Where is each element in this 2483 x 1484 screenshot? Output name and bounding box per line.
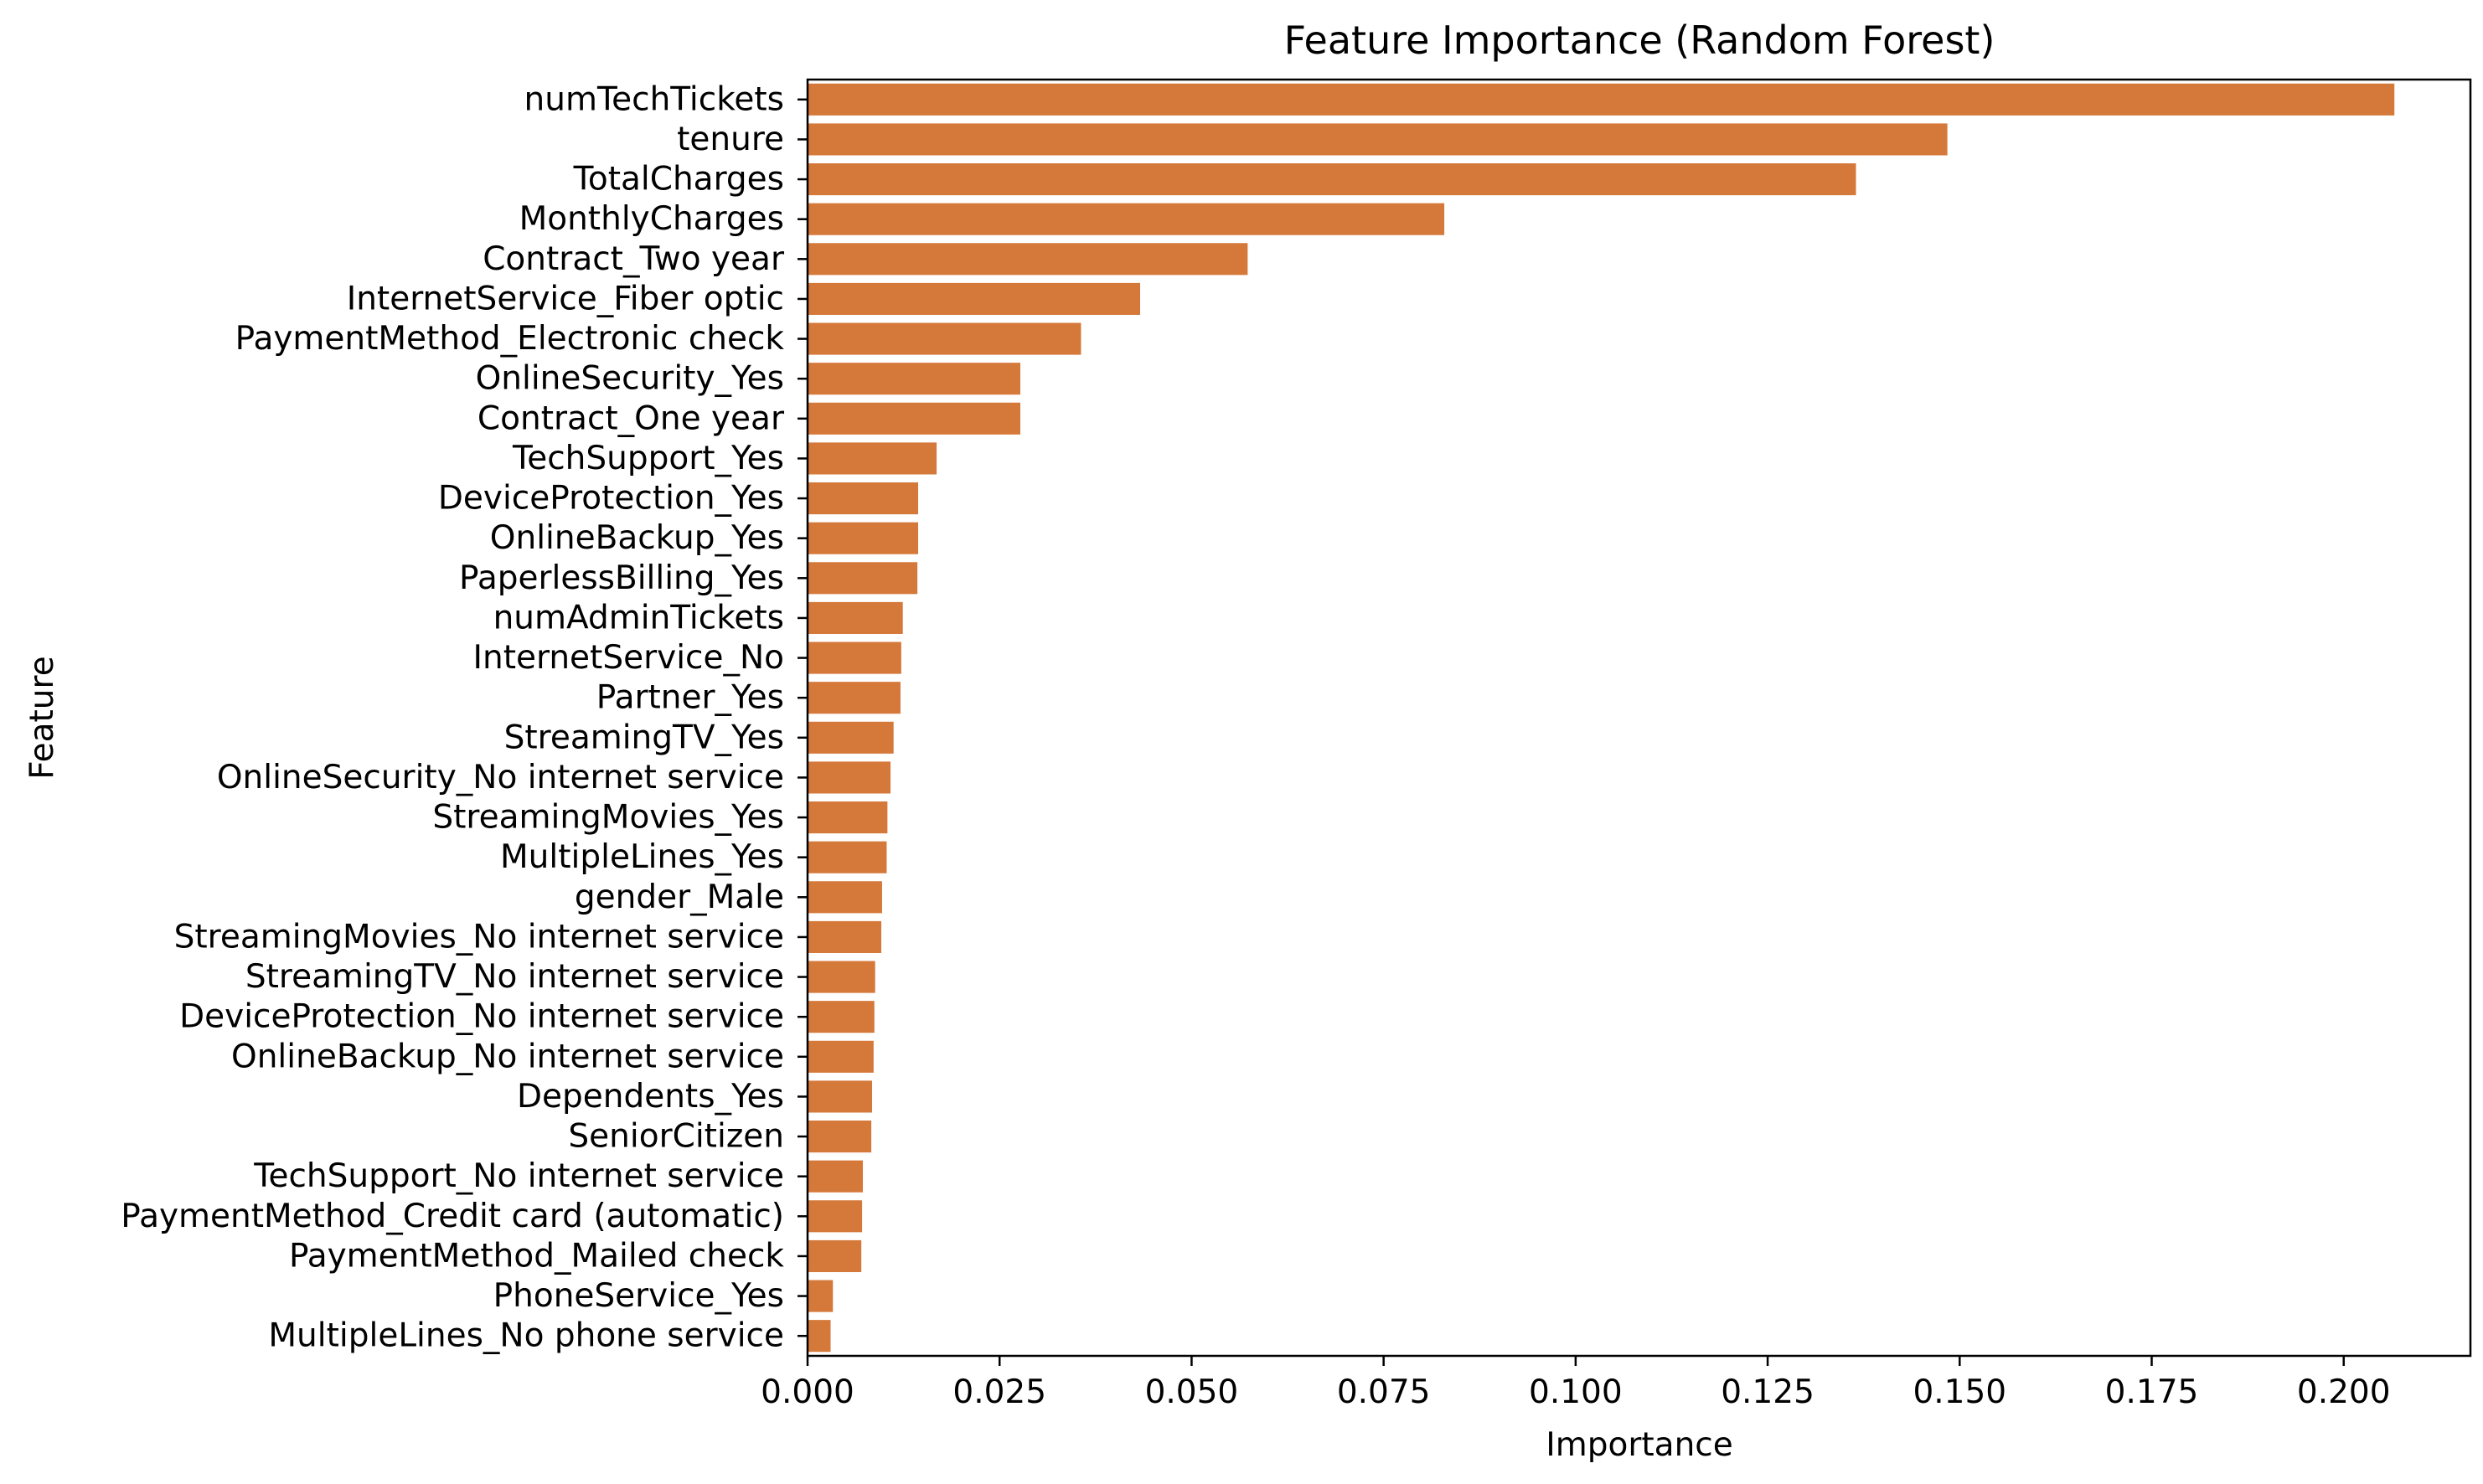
y-tick-labels: numTechTicketstenureTotalChargesMonthlyC…	[121, 80, 808, 1355]
y-tick-label: MonthlyCharges	[519, 200, 784, 238]
bar	[808, 881, 882, 914]
bar	[808, 1001, 875, 1033]
bar	[808, 682, 901, 714]
x-tick-label: 0.100	[1529, 1373, 1623, 1411]
y-tick-label: DeviceProtection_Yes	[438, 480, 784, 518]
bar	[808, 163, 1856, 196]
bar	[808, 1160, 864, 1193]
bar	[808, 1280, 834, 1312]
y-tick-label: TechSupport_Yes	[512, 440, 784, 477]
bar	[808, 442, 937, 475]
bar	[808, 562, 918, 595]
bar	[808, 1239, 862, 1272]
y-tick-label: PaperlessBilling_Yes	[459, 559, 784, 597]
y-tick-label: numTechTickets	[524, 80, 784, 118]
y-tick-label: OnlineSecurity_No internet service	[217, 759, 784, 796]
bar	[808, 1320, 831, 1353]
bar	[808, 482, 919, 515]
y-tick-label: InternetService_No	[472, 639, 784, 677]
bar	[808, 801, 888, 834]
y-tick-label: Contract_Two year	[483, 240, 785, 278]
y-tick-label: PaymentMethod_Electronic check	[235, 320, 785, 358]
bar	[808, 363, 1020, 395]
x-tick-label: 0.175	[2105, 1373, 2199, 1411]
bar	[808, 961, 875, 993]
bar	[808, 601, 903, 634]
y-tick-label: DeviceProtection_No internet service	[179, 998, 784, 1036]
bar	[808, 1040, 874, 1073]
x-tick-label: 0.050	[1145, 1373, 1239, 1411]
bar	[808, 642, 901, 674]
bar	[808, 282, 1140, 315]
y-tick-label: Partner_Yes	[596, 679, 784, 717]
y-tick-label: StreamingMovies_No internet service	[174, 918, 784, 956]
x-tick-label: 0.125	[1721, 1373, 1814, 1411]
y-tick-label: PhoneService_Yes	[493, 1277, 784, 1315]
y-tick-label: StreamingMovies_Yes	[432, 799, 784, 837]
y-tick-label: InternetService_Fiber optic	[347, 280, 784, 317]
x-axis-ticks: 0.000 0.025 0.050 0.075 0.100 0.125 0.150 0.175…	[761, 1356, 2391, 1411]
y-tick-label: OnlineBackup_No internet service	[231, 1038, 784, 1075]
y-tick-label: tenure	[677, 121, 784, 158]
y-tick-label: TotalCharges	[573, 161, 784, 198]
bar	[808, 123, 1948, 156]
y-tick-label: StreamingTV_Yes	[504, 719, 784, 756]
y-tick-label: numAdminTickets	[493, 599, 784, 636]
bars-layer	[808, 83, 2395, 1353]
y-tick-label: PaymentMethod_Credit card (automatic)	[121, 1198, 784, 1235]
y-tick-label: OnlineBackup_Yes	[490, 519, 784, 557]
bar	[808, 83, 2395, 116]
bar	[808, 522, 919, 554]
bar	[808, 203, 1445, 235]
bar	[808, 761, 891, 794]
y-tick-label: StreamingTV_No internet service	[245, 958, 784, 996]
y-tick-label: MultipleLines_No phone service	[268, 1317, 784, 1355]
plot-frame	[806, 78, 2472, 1358]
bar	[808, 721, 894, 754]
y-tick-label: Contract_One year	[478, 399, 785, 437]
bar	[808, 841, 887, 873]
y-tick-label: SeniorCitizen	[568, 1118, 784, 1156]
x-tick-label: 0.075	[1337, 1373, 1431, 1411]
y-axis-title: Feature	[23, 656, 61, 779]
chart-title: Feature Importance (Random Forest)	[1284, 18, 1995, 63]
y-tick-label: gender_Male	[575, 879, 784, 916]
y-tick-label: Dependents_Yes	[517, 1078, 784, 1116]
x-tick-label: 0.000	[761, 1373, 854, 1411]
bar	[808, 1080, 873, 1113]
bar	[808, 322, 1081, 355]
bar	[808, 402, 1020, 435]
bar	[808, 243, 1248, 276]
bar	[808, 920, 882, 953]
y-tick-label: TechSupport_No internet service	[253, 1157, 784, 1195]
x-tick-label: 0.150	[1913, 1373, 2006, 1411]
x-axis-title: Importance	[1546, 1426, 1733, 1464]
x-tick-label: 0.200	[2297, 1373, 2391, 1411]
x-tick-label: 0.025	[952, 1373, 1046, 1411]
bar	[808, 1200, 863, 1233]
bar	[808, 1121, 872, 1153]
y-tick-label: OnlineSecurity_Yes	[476, 360, 784, 398]
y-tick-label: MultipleLines_Yes	[500, 838, 784, 876]
y-tick-label: PaymentMethod_Mailed check	[289, 1237, 784, 1275]
